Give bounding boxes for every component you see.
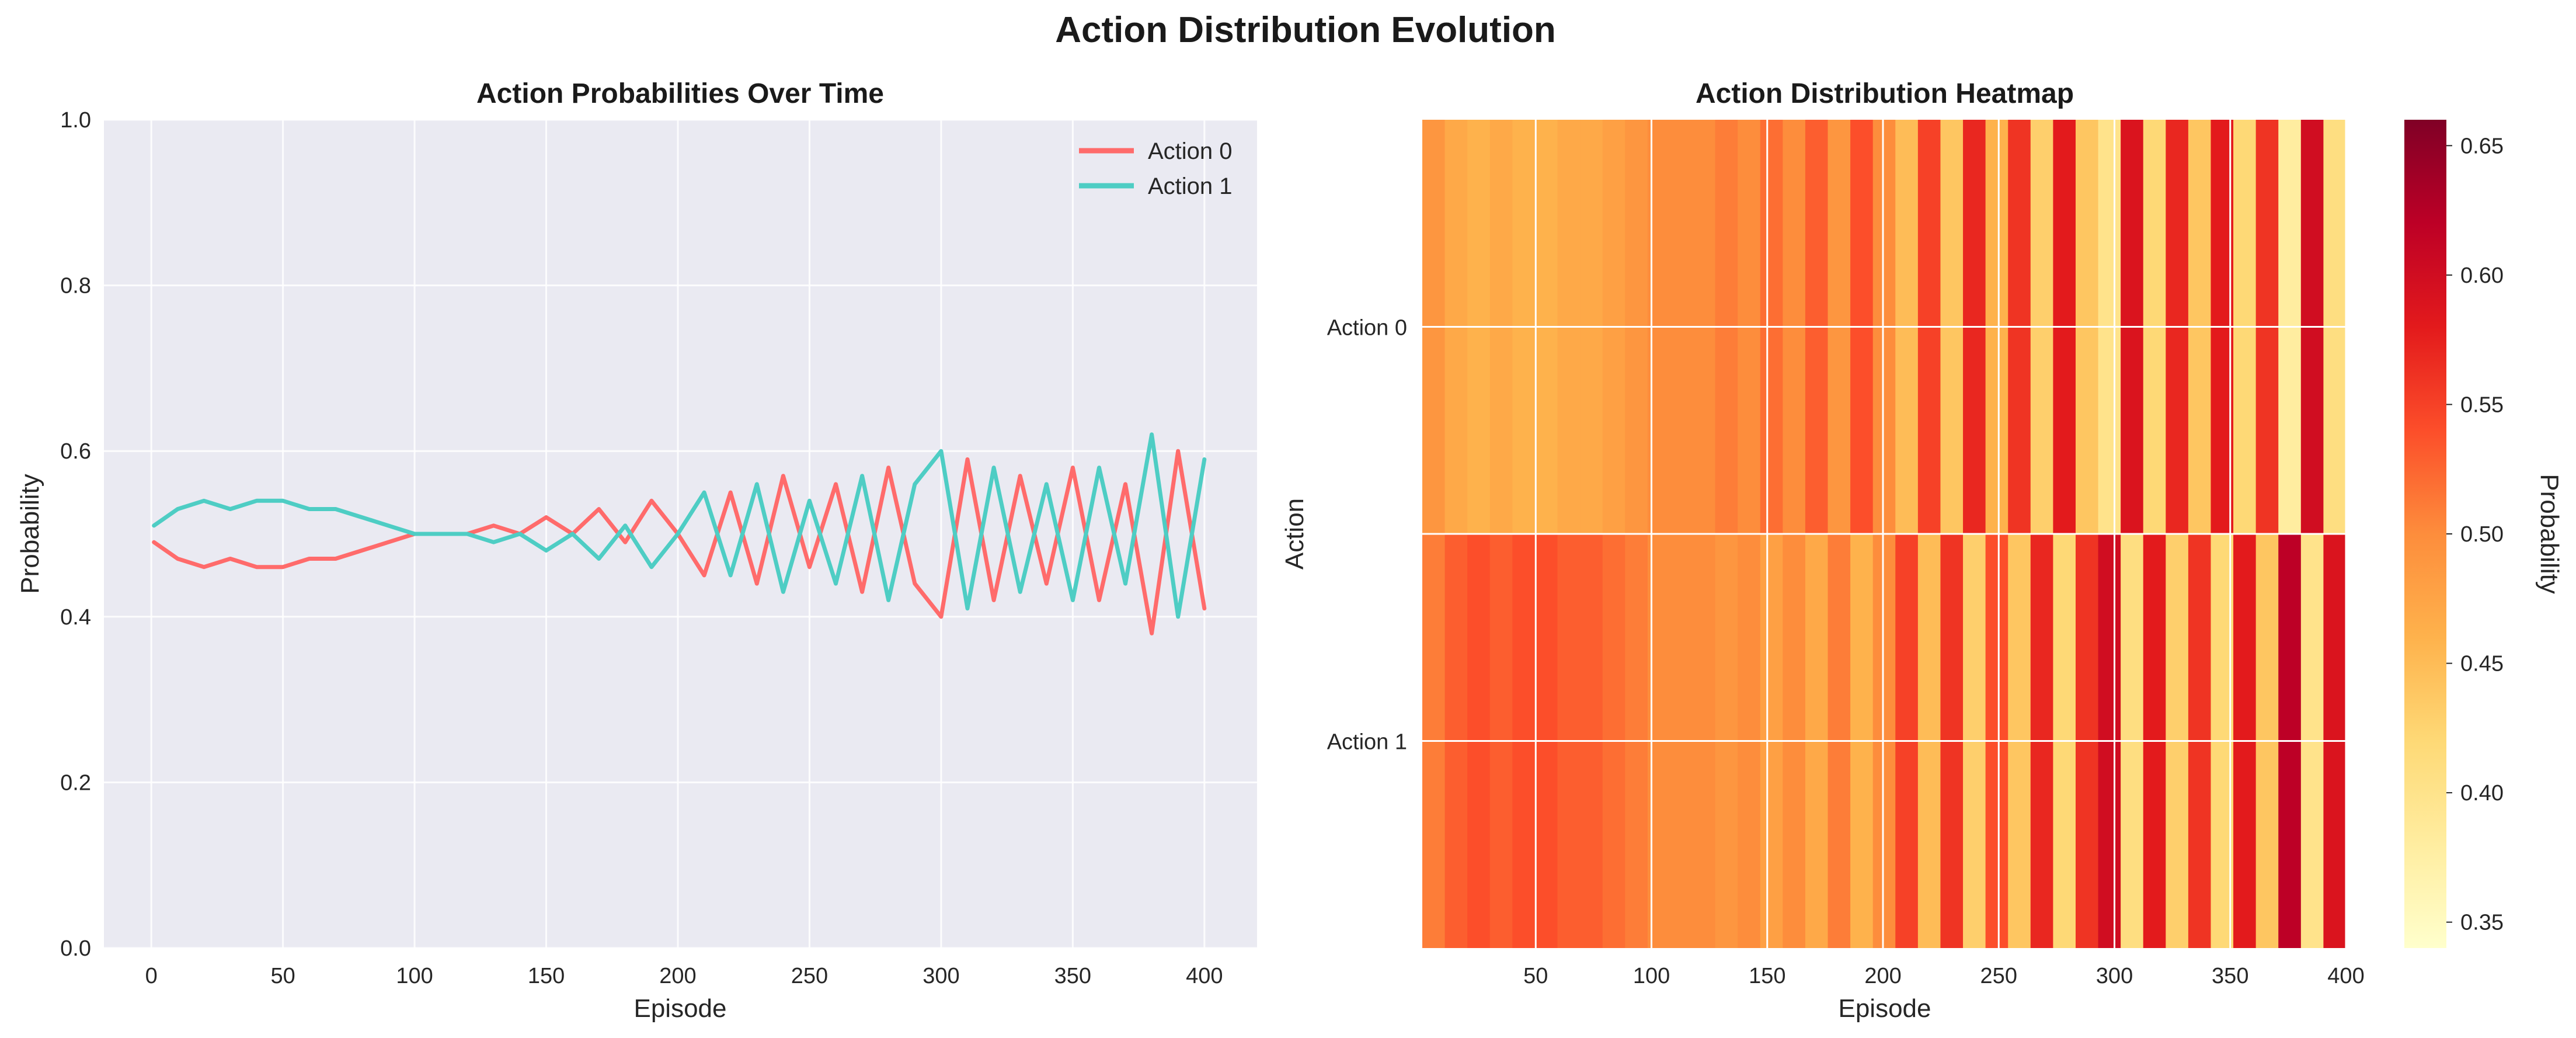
line-chart-legend: Action 0 Action 1 bbox=[1079, 138, 1233, 199]
heatmap-x-ticks: 50 100 150 200 250 300 350 400 bbox=[1523, 964, 2365, 988]
colorbar-tick-label: 0.40 bbox=[2460, 781, 2504, 806]
heatmap-x-label: Episode bbox=[1838, 994, 1931, 1023]
heatmap-row-labels: Action 0 Action 1 bbox=[1327, 316, 1407, 755]
heatmap-row-label: Action 0 bbox=[1327, 316, 1407, 341]
line-chart-plot-area bbox=[104, 120, 1257, 948]
line-chart-title: Action Probabilities Over Time bbox=[476, 78, 884, 109]
y-tick-label: 1.0 bbox=[60, 108, 91, 133]
heatmap-x-tick-label: 350 bbox=[2212, 964, 2248, 988]
colorbar-tick-label: 0.65 bbox=[2460, 134, 2504, 158]
colorbar-tick-label: 0.45 bbox=[2460, 652, 2504, 676]
heatmap-row-label: Action 1 bbox=[1327, 730, 1407, 755]
line-chart-x-label: Episode bbox=[633, 994, 726, 1023]
y-tick-label: 0.8 bbox=[60, 274, 91, 298]
line-chart-grid bbox=[104, 119, 1257, 949]
y-tick-label: 0.6 bbox=[60, 439, 91, 464]
x-tick-label: 400 bbox=[1186, 964, 1223, 988]
heatmap-x-tick-label: 250 bbox=[1980, 964, 2017, 988]
y-tick-label: 0.0 bbox=[60, 936, 91, 961]
line-chart-x-ticks: 0 50 100 150 200 250 300 350 400 bbox=[145, 964, 1223, 988]
figure-title: Action Distribution Evolution bbox=[1055, 10, 1556, 50]
colorbar-gradient bbox=[2404, 120, 2446, 948]
x-tick-label: 200 bbox=[659, 964, 696, 988]
heatmap-x-tick-label: 50 bbox=[1523, 964, 1548, 988]
heatmap-x-tick-label: 200 bbox=[1864, 964, 1901, 988]
x-tick-label: 0 bbox=[145, 964, 158, 988]
x-tick-label: 50 bbox=[270, 964, 295, 988]
line-chart-y-label: Probability bbox=[16, 474, 44, 593]
colorbar-tick-label: 0.55 bbox=[2460, 393, 2504, 417]
heatmap-x-tick-label: 300 bbox=[2096, 964, 2133, 988]
heatmap-y-label: Action bbox=[1280, 498, 1309, 570]
x-tick-label: 350 bbox=[1054, 964, 1091, 988]
y-tick-label: 0.2 bbox=[60, 770, 91, 795]
legend-label-action-0: Action 0 bbox=[1148, 138, 1233, 164]
colorbar-label: Probability bbox=[2535, 474, 2564, 593]
x-tick-label: 100 bbox=[396, 964, 433, 988]
legend-label-action-1: Action 1 bbox=[1148, 173, 1233, 199]
line-chart: Action Probabilities Over Time 0 50 100 150… bbox=[16, 78, 1257, 1023]
x-tick-label: 150 bbox=[528, 964, 565, 988]
heatmap-grid bbox=[1422, 120, 2347, 948]
x-tick-label: 300 bbox=[923, 964, 959, 988]
colorbar-tick-label: 0.50 bbox=[2460, 522, 2504, 547]
x-tick-label: 250 bbox=[791, 964, 828, 988]
line-chart-series bbox=[152, 432, 1207, 636]
colorbar: 0.35 0.40 0.45 0.50 0.55 0.60 0.65 Probability bbox=[2404, 120, 2564, 948]
series-line-action-1 bbox=[152, 432, 1207, 619]
heatmap-x-tick-label: 400 bbox=[2327, 964, 2364, 988]
heatmap-x-tick-label: 100 bbox=[1633, 964, 1670, 988]
colorbar-tick-label: 0.35 bbox=[2460, 911, 2504, 935]
y-tick-label: 0.4 bbox=[60, 605, 91, 630]
heatmap-chart: Action Distribution Heatmap 50 100 150 200 2… bbox=[1280, 78, 2564, 1023]
heatmap-title: Action Distribution Heatmap bbox=[1696, 78, 2074, 109]
heatmap-x-tick-label: 150 bbox=[1749, 964, 1785, 988]
colorbar-ticks: 0.35 0.40 0.45 0.50 0.55 0.60 0.65 bbox=[2446, 134, 2504, 935]
line-chart-y-ticks: 0.0 0.2 0.4 0.6 0.8 1.0 bbox=[60, 108, 91, 961]
colorbar-tick-label: 0.60 bbox=[2460, 263, 2504, 288]
